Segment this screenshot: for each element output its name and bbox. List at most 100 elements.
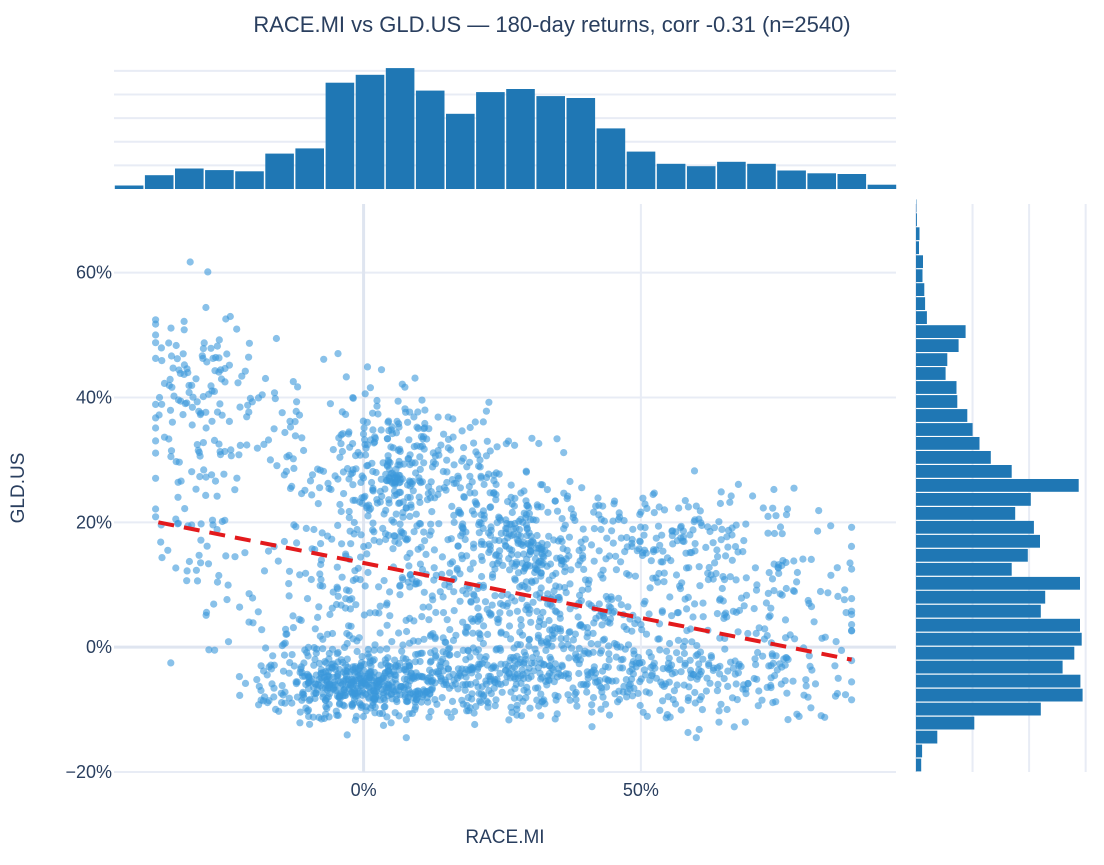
scatter-point bbox=[192, 486, 199, 493]
scatter-point bbox=[790, 587, 797, 594]
scatter-point bbox=[384, 654, 391, 661]
scatter-point bbox=[210, 601, 217, 608]
scatter-point bbox=[451, 461, 458, 468]
scatter-point bbox=[796, 713, 803, 720]
x-axis-label: RACE.MI bbox=[465, 827, 544, 848]
scatter-point bbox=[195, 408, 202, 415]
scatter-point bbox=[827, 522, 834, 529]
scatter-point bbox=[357, 554, 364, 561]
scatter-point bbox=[475, 521, 482, 528]
scatter-point bbox=[710, 539, 717, 546]
scatter-point bbox=[721, 646, 728, 653]
right-hist-bar bbox=[916, 577, 1080, 590]
right-hist-bar bbox=[916, 297, 925, 310]
scatter-point bbox=[588, 640, 595, 647]
scatter-point bbox=[156, 394, 163, 401]
scatter-point bbox=[835, 675, 842, 682]
scatter-point bbox=[425, 425, 432, 432]
scatter-point bbox=[422, 551, 429, 558]
scatter-point bbox=[590, 694, 597, 701]
scatter-point bbox=[300, 447, 307, 454]
scatter-point bbox=[447, 560, 454, 567]
scatter-point bbox=[484, 631, 491, 638]
scatter-point bbox=[326, 611, 333, 618]
scatter-point bbox=[249, 398, 256, 405]
scatter-point bbox=[832, 693, 839, 700]
scatter-point bbox=[505, 438, 512, 445]
scatter-point bbox=[302, 570, 309, 577]
scatter-point bbox=[500, 602, 507, 609]
scatter-point bbox=[282, 631, 289, 638]
scatter-point bbox=[192, 375, 199, 382]
scatter-point bbox=[361, 673, 368, 680]
scatter-point bbox=[181, 326, 188, 333]
scatter-point bbox=[412, 651, 419, 658]
scatter-point bbox=[380, 682, 387, 689]
scatter-point bbox=[599, 694, 606, 701]
right-hist-bar bbox=[916, 493, 1031, 506]
scatter-point bbox=[714, 687, 721, 694]
x-tick-label: 50% bbox=[623, 780, 659, 800]
scatter-point bbox=[504, 534, 511, 541]
scatter-point bbox=[172, 564, 179, 571]
scatter-point bbox=[267, 662, 274, 669]
scatter-point bbox=[255, 701, 262, 708]
scatter-point bbox=[834, 564, 841, 571]
right-hist-bar bbox=[916, 689, 1083, 702]
scatter-point bbox=[388, 719, 395, 726]
scatter-point bbox=[275, 558, 282, 565]
scatter-point bbox=[547, 561, 554, 568]
scatter-point bbox=[814, 528, 821, 535]
scatter-point bbox=[373, 403, 380, 410]
scatter-point bbox=[388, 426, 395, 433]
scatter-point bbox=[673, 571, 680, 578]
scatter-point bbox=[459, 619, 466, 626]
scatter-point bbox=[733, 522, 740, 529]
scatter-point bbox=[326, 713, 333, 720]
scatter-point bbox=[619, 656, 626, 663]
scatter-point bbox=[728, 492, 735, 499]
scatter-point bbox=[526, 636, 533, 643]
scatter-point bbox=[562, 670, 569, 677]
top-hist-bar bbox=[205, 170, 234, 189]
scatter-point bbox=[675, 505, 682, 512]
scatter-point bbox=[509, 509, 516, 516]
scatter-point bbox=[378, 476, 385, 483]
scatter-point bbox=[375, 672, 382, 679]
scatter-point bbox=[222, 552, 229, 559]
scatter-point bbox=[470, 440, 477, 447]
scatter-point bbox=[503, 543, 510, 550]
scatter-point bbox=[167, 407, 174, 414]
scatter-point bbox=[338, 602, 345, 609]
scatter-point bbox=[742, 690, 749, 697]
scatter-point bbox=[760, 504, 767, 511]
scatter-point bbox=[256, 683, 263, 690]
scatter-point bbox=[242, 680, 249, 687]
scatter-point bbox=[416, 453, 423, 460]
scatter-point bbox=[329, 674, 336, 681]
scatter-point bbox=[799, 556, 806, 563]
scatter-point bbox=[397, 489, 404, 496]
scatter-point bbox=[258, 626, 265, 633]
scatter-point bbox=[211, 388, 218, 395]
scatter-point bbox=[325, 664, 332, 671]
scatter-point bbox=[384, 419, 391, 426]
scatter-point bbox=[175, 396, 182, 403]
scatter-point bbox=[561, 568, 568, 575]
scatter-point bbox=[305, 672, 312, 679]
scatter-point bbox=[429, 630, 436, 637]
scatter-point bbox=[650, 546, 657, 553]
right-hist-bar bbox=[916, 479, 1079, 492]
scatter-point bbox=[708, 654, 715, 661]
scatter-point bbox=[264, 671, 271, 678]
scatter-point bbox=[565, 552, 572, 559]
scatter-point bbox=[288, 700, 295, 707]
scatter-point bbox=[735, 481, 742, 488]
scatter-point bbox=[497, 630, 504, 637]
top-hist-bar bbox=[175, 169, 204, 190]
scatter-point bbox=[618, 601, 625, 608]
scatter-point bbox=[385, 452, 392, 459]
scatter-point bbox=[603, 684, 610, 691]
scatter-point bbox=[186, 558, 193, 565]
scatter-point bbox=[443, 457, 450, 464]
